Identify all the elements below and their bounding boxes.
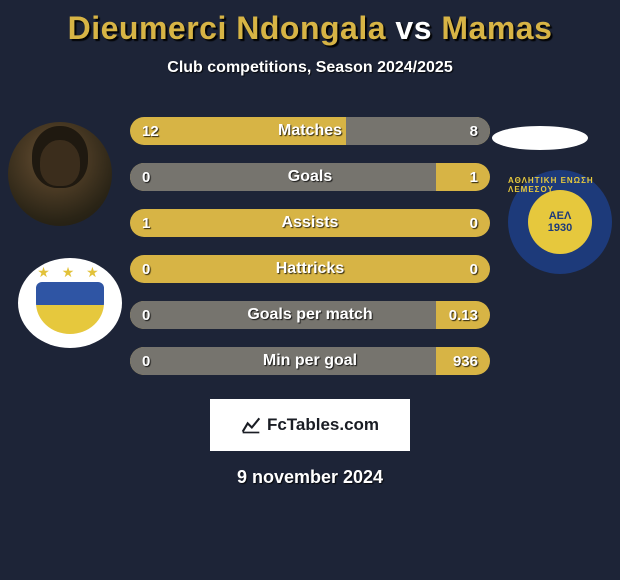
stats-bars: 12Matches80Goals11Assists00Hattricks00Go… [130, 117, 490, 375]
stat-row: 0Hattricks0 [130, 255, 490, 283]
vs-label: vs [395, 10, 432, 46]
date-label: 9 november 2024 [0, 467, 620, 488]
player2-photo [492, 126, 588, 150]
subtitle: Club competitions, Season 2024/2025 [0, 59, 620, 77]
stat-row: 0Goals1 [130, 163, 490, 191]
stat-value-right: 0.13 [449, 307, 478, 324]
player1-club-badge: ★ ★ ★ [18, 258, 122, 348]
badge-year: 1930 [548, 222, 572, 234]
player1-photo [8, 122, 112, 226]
stat-label: Goals [130, 168, 490, 186]
credit-text: FcTables.com [267, 415, 379, 435]
stat-value-right: 0 [470, 261, 478, 278]
badge-ring-text: ΑΘΛΗΤΙΚΗ ΕΝΩΣΗ ΛΕΜΕΣΟΥ [508, 176, 612, 194]
stat-row: 0Goals per match0.13 [130, 301, 490, 329]
stat-row: 12Matches8 [130, 117, 490, 145]
chart-icon [241, 415, 261, 435]
stat-row: 0Min per goal936 [130, 347, 490, 375]
stat-label: Assists [130, 214, 490, 232]
player1-name: Dieumerci Ndongala [68, 10, 386, 46]
player2-name: Mamas [441, 10, 552, 46]
stat-label: Goals per match [130, 306, 490, 324]
player2-club-badge: ΑΘΛΗΤΙΚΗ ΕΝΩΣΗ ΛΕΜΕΣΟΥ AEΛ 1930 [508, 170, 612, 274]
credit-box: FcTables.com [210, 399, 410, 451]
badge-stars-icon: ★ ★ ★ [18, 264, 122, 281]
stat-value-right: 0 [470, 215, 478, 232]
stat-label: Min per goal [130, 352, 490, 370]
stat-row: 1Assists0 [130, 209, 490, 237]
comparison-title: Dieumerci Ndongala vs Mamas [0, 0, 620, 47]
stat-label: Hattricks [130, 260, 490, 278]
badge-abbrev: AEΛ [549, 210, 572, 222]
stat-label: Matches [130, 122, 490, 140]
badge-inner: AEΛ 1930 [528, 190, 592, 254]
stat-value-right: 8 [470, 123, 478, 140]
stat-value-right: 936 [453, 353, 478, 370]
stat-value-right: 1 [470, 169, 478, 186]
